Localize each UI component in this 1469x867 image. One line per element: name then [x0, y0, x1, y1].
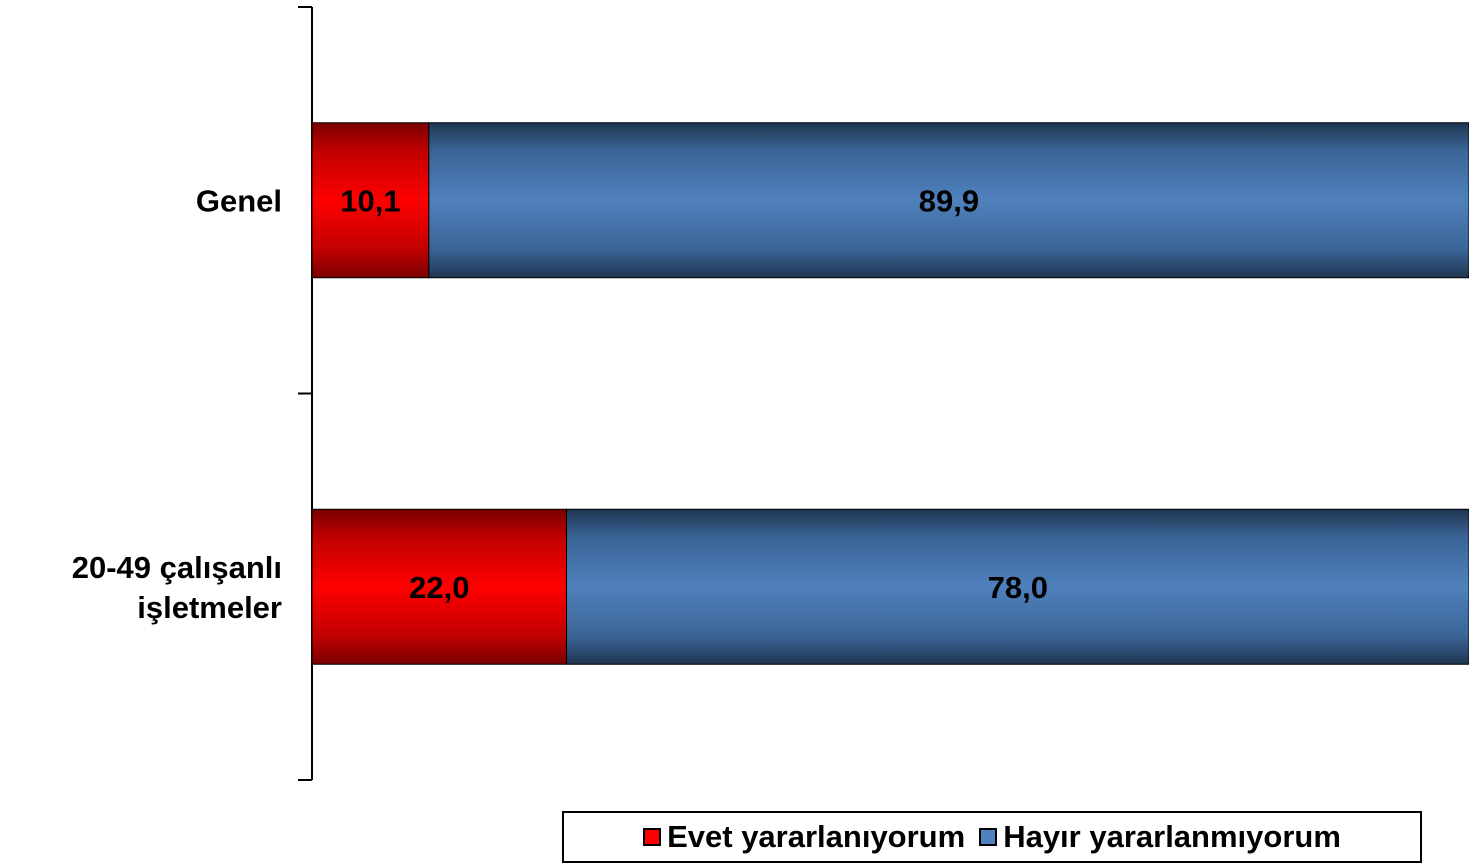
- legend-label-evet: Evet yararlanıyorum: [667, 819, 966, 854]
- data-label: 22,0: [409, 570, 469, 605]
- legend-label-hayir: Hayır yararlanmıyorum: [1003, 819, 1341, 854]
- data-label: 89,9: [919, 183, 979, 218]
- labels: 10,1 89,9 Genel 22,0 78,0 20-49 çalışanlı işle…: [72, 183, 1048, 625]
- bar-evet: [311, 122, 430, 279]
- bars: [311, 122, 1469, 665]
- legend-swatch-hayir: [979, 828, 998, 846]
- legend-item-hayir: Hayır yararlanmıyorum: [979, 819, 1341, 855]
- legend-item-evet: Evet yararlanıyorum: [643, 819, 965, 855]
- category-label: 20-49 çalışanlı: [72, 550, 282, 585]
- data-label: 10,1: [340, 183, 400, 218]
- axis: [298, 6, 313, 781]
- legend-swatch-evet: [643, 828, 662, 846]
- category-label: Genel: [196, 183, 282, 218]
- bar-hayir: [566, 508, 1469, 665]
- data-label: 78,0: [988, 570, 1048, 605]
- legend: Evet yararlanıyorum Hayır yararlanmıyoru…: [562, 811, 1422, 863]
- bar-evet: [311, 508, 568, 665]
- category-label: işletmeler: [137, 590, 282, 625]
- bar-hayir: [428, 122, 1469, 279]
